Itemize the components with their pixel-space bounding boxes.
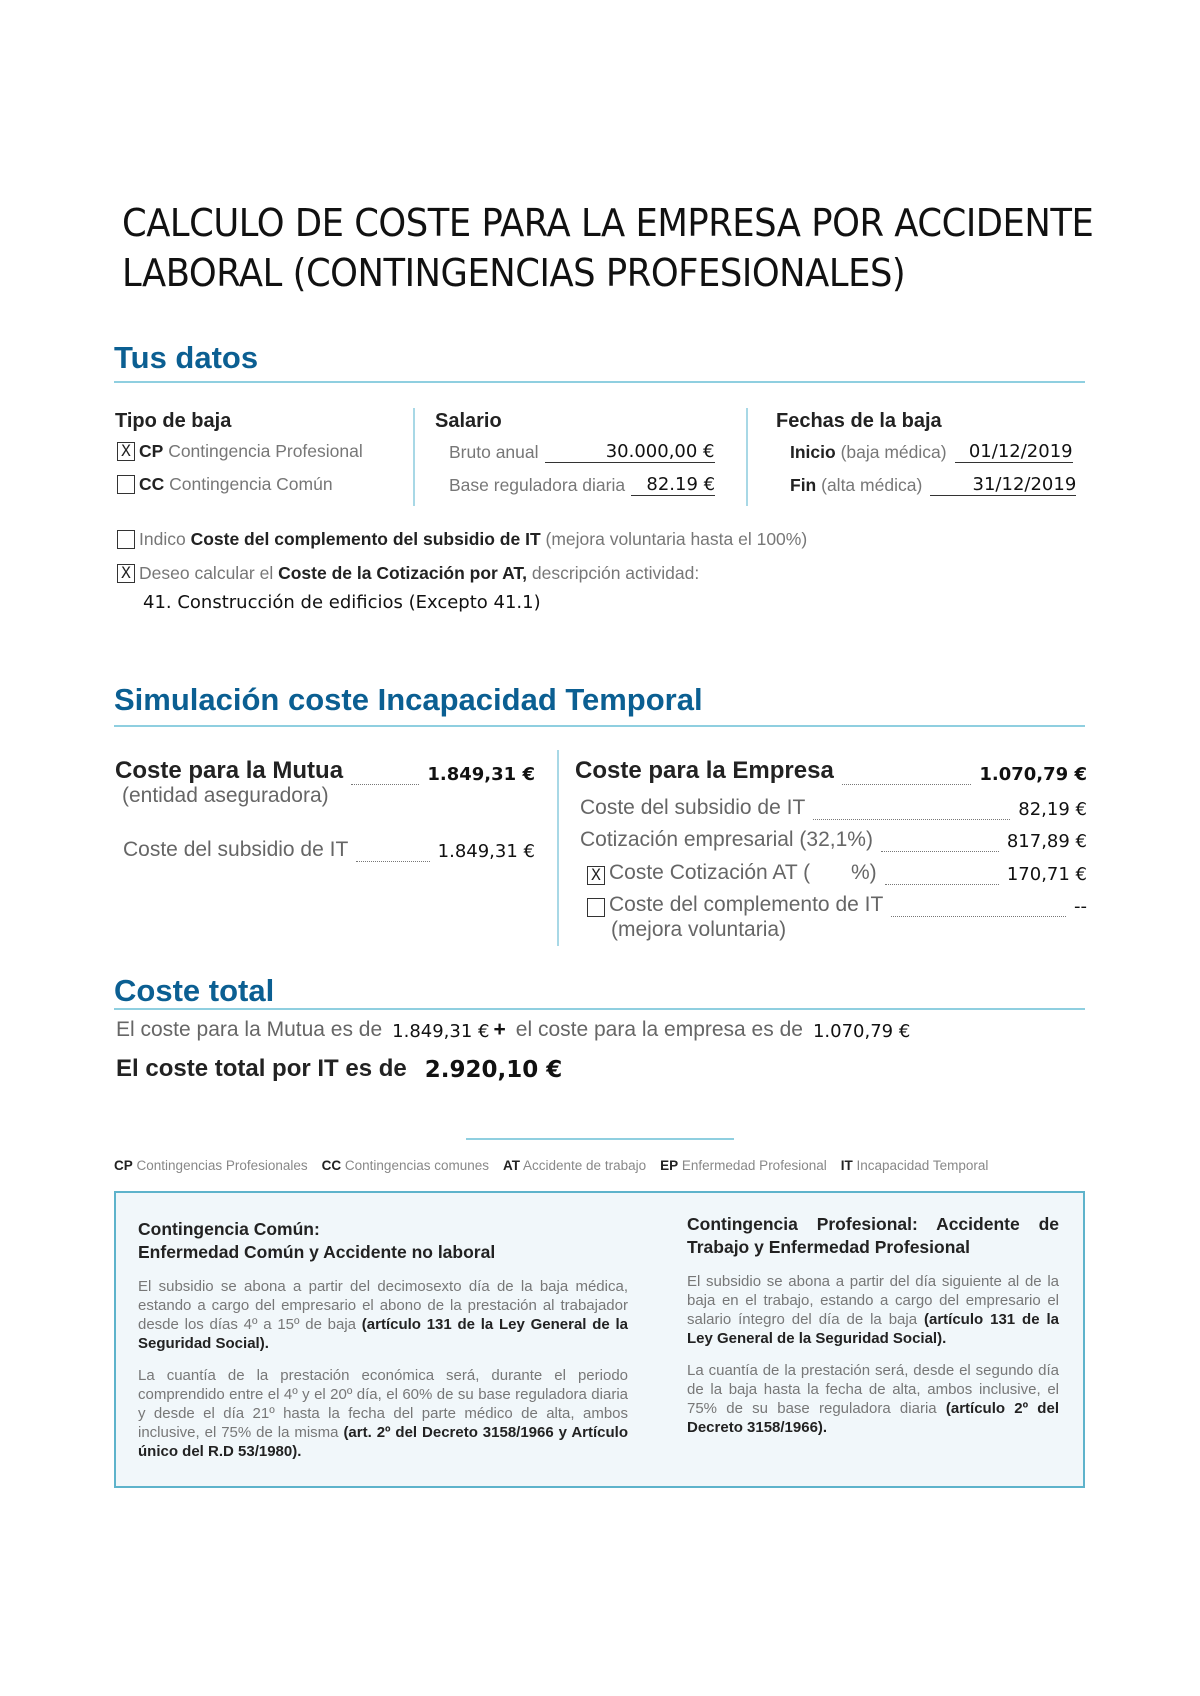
fechas-label: Fechas de la baja [776,410,942,432]
info-contingencia-comun: Contingencia Común: Enfermedad Común y Ac… [138,1219,628,1460]
legend-item: EP Enfermedad Profesional [660,1158,827,1173]
fecha-fin-field[interactable]: 31/12/2019 [930,474,1077,496]
coste-total-heading: Coste total [114,973,275,1008]
divider [114,725,1085,727]
column-divider [413,408,415,506]
empresa-total-row: Coste para la Empresa 1.070,79 € [575,757,1087,785]
checkbox-complemento[interactable] [117,530,135,549]
info-contingencia-profesional: Contingencia Profesional: Accidente de T… [687,1214,1060,1436]
base-reguladora-field[interactable]: 82.19 € [631,474,716,496]
page-title: CALCULO DE COSTE PARA LA EMPRESA POR ACC… [122,201,1094,295]
fecha-inicio-field[interactable]: 01/12/2019 [954,441,1073,463]
empresa-item: Coste del subsidio de IT 82,19 € [580,796,1087,820]
option-cp[interactable]: X CP Contingencia Profesional [117,441,363,462]
tipo-baja-label: Tipo de baja [115,410,232,432]
base-row: Base reguladora diaria 82.19 € [449,474,716,496]
complemento-sub: (mejora voluntaria) [611,918,787,941]
mutua-subsidio-row: Coste del subsidio de IT 1.849,31 € [123,838,535,862]
check-complemento[interactable]: Indico Coste del complemento del subsidi… [117,529,807,550]
total-final: El coste total por IT es de 2.920,10 € [116,1055,563,1083]
total-breakdown: El coste para la Mutua es de 1.849,31 € + e… [116,1018,911,1042]
divider [114,1008,1085,1010]
checkbox-cp[interactable]: X [117,442,135,461]
legend-item: AT Accidente de trabajo [503,1158,647,1173]
actividad-value: 41. Construcción de edificios (Excepto 4… [143,592,541,613]
empresa-item-complemento: Coste del complemento de IT -- [587,893,1087,917]
column-divider [746,408,748,506]
checkbox-cc[interactable] [117,475,135,494]
mutua-sub: (entidad aseguradora) [122,784,329,807]
salario-label: Salario [435,410,502,432]
simulacion-heading: Simulación coste Incapacidad Temporal [114,682,703,717]
divider [114,381,1085,383]
empresa-item-at: X Coste Cotización AT ( %) 170,71 € [587,861,1087,885]
column-divider [557,750,559,946]
info-box: Contingencia Común: Enfermedad Común y Ac… [114,1191,1085,1488]
bruto-anual-field[interactable]: 30.000,00 € [544,441,715,463]
empresa-item: Cotización empresarial (32,1%) 817,89 € [580,828,1087,852]
divider [466,1138,734,1140]
inicio-row: Inicio (baja médica) 01/12/2019 [790,441,1073,463]
legend-item: CC Contingencias comunes [321,1158,489,1173]
option-cc[interactable]: CC Contingencia Común [117,474,333,495]
tus-datos-heading: Tus datos [114,340,259,375]
legend-item: IT Incapacidad Temporal [840,1158,989,1173]
checkbox-cotizacion-at[interactable]: X [117,564,135,583]
legend-item: CP Contingencias Profesionales [114,1158,308,1173]
checkbox-complemento-it[interactable] [587,898,605,917]
bruto-row: Bruto anual 30.000,00 € [449,441,715,463]
fin-row: Fin (alta médica) 31/12/2019 [790,474,1077,496]
abbreviation-legend: CP Contingencias Profesionales CC Contin… [114,1158,988,1173]
mutua-total-row: Coste para la Mutua 1.849,31 € [115,757,535,785]
check-cotizacion-at[interactable]: X Deseo calcular el Coste de la Cotizació… [117,563,699,584]
checkbox-at[interactable]: X [587,866,605,885]
